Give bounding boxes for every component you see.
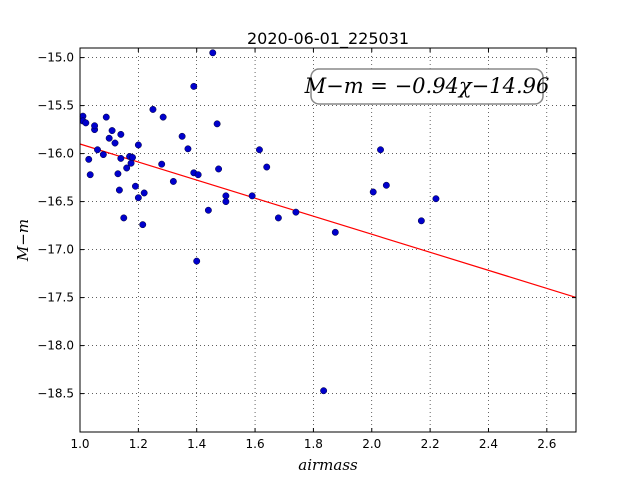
data-point [139,221,147,229]
equation-label: M−m = −0.94χ−14.96 [304,74,550,98]
data-point [134,141,142,149]
fit-line [79,143,577,298]
data-point [159,113,167,121]
x-tick-label: 1.0 [70,437,89,451]
data-point [117,154,125,162]
chart-title: 2020-06-01_225031 [247,29,409,49]
data-point [158,160,166,168]
data-point [127,159,135,167]
data-point [111,139,119,147]
data-point [120,214,128,222]
data-point [82,119,90,127]
data-point [255,146,263,154]
data-point [204,206,212,214]
data-point [377,146,384,154]
data-point [94,146,101,154]
x-axis-ticks: 1.0 1.2 1.4 1.6 1.8 2.0 2.2 2.4 2.6 [70,48,556,451]
x-axis-label: airmass [298,456,358,474]
x-tick-label: 2.2 [421,437,440,451]
equation-box: M−m = −0.94χ−14.96 [304,68,550,105]
data-point [91,122,99,130]
data-point [209,49,217,57]
data-point [190,82,198,90]
data-point [331,228,339,236]
data-point [149,105,157,113]
data-point [105,134,113,142]
fit-line-group [79,143,577,298]
data-point [222,198,230,206]
y-tick-label: −17.0 [37,243,74,257]
data-point [417,217,425,225]
data-point [117,130,125,138]
data-point [193,257,201,265]
data-point [99,151,107,159]
data-point [292,208,300,216]
x-tick-label: 2.0 [362,437,381,451]
data-point [263,163,271,171]
data-point [369,188,377,196]
y-tick-label: −18.5 [37,387,74,401]
data-point [184,145,192,153]
data-points [79,49,440,395]
y-tick-label: −17.5 [37,291,74,305]
x-tick-label: 2.6 [537,437,556,451]
x-tick-label: 2.4 [479,437,498,451]
y-tick-label: −18.0 [37,339,74,353]
data-point [178,132,186,140]
x-tick-label: 1.8 [304,437,323,451]
data-point [274,214,282,222]
x-tick-label: 1.2 [129,437,148,451]
data-point [215,165,223,173]
grid-lines [79,48,576,432]
data-point [248,192,256,200]
data-point [108,127,116,135]
data-point [432,195,440,203]
plot-frame [79,47,577,433]
data-point [134,194,142,202]
data-point [85,155,93,163]
data-point [129,153,136,161]
data-point [222,192,230,200]
x-tick-label: 1.4 [187,437,206,451]
y-axis-ticks: −15.0 −15.5 −16.0 −16.5 −17.0 −17.5 −18.0 −18.5 [37,51,576,401]
y-tick-label: −16.0 [37,147,74,161]
data-point [213,120,221,128]
data-point [123,164,131,172]
y-tick-label: −15.5 [37,99,74,113]
data-point [320,387,328,395]
data-point [169,177,177,185]
data-point [194,171,202,179]
data-point [140,189,148,197]
equation-box-frame [310,68,544,105]
data-point [115,186,123,194]
x-tick-label: 1.6 [246,437,265,451]
y-tick-label: −15.0 [37,51,74,65]
y-axis-label: M−m [14,219,32,262]
data-point [382,181,390,189]
y-tick-label: −16.5 [37,195,74,209]
data-point [114,170,122,178]
data-point [131,182,139,190]
data-point [86,171,94,179]
data-point [102,113,110,121]
